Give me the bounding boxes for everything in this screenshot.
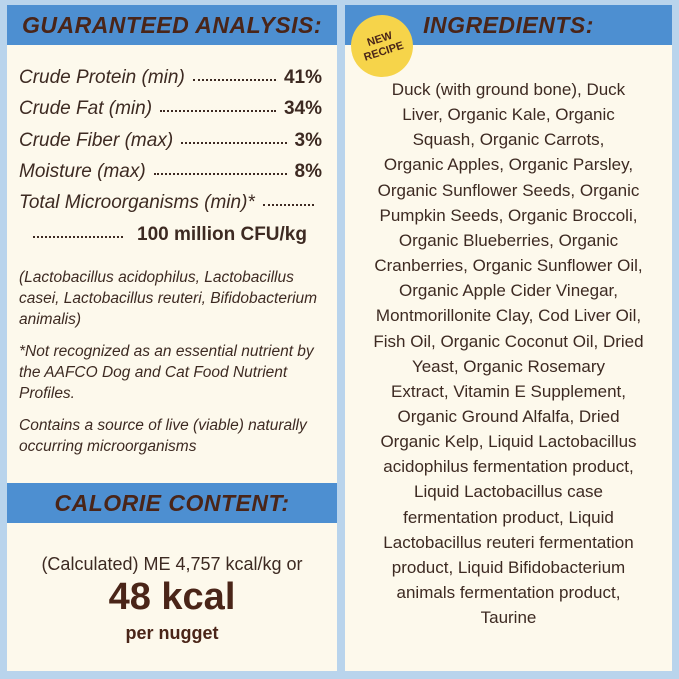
analysis-label: Crude Protein (min) <box>19 67 185 88</box>
ingredient-line: Organic Apples, Organic Parsley, <box>383 155 634 175</box>
note-line: the AAFCO Dog and Cat Food Nutrient <box>19 364 288 381</box>
calorie-header: CALORIE CONTENT: <box>7 483 337 523</box>
dot-leader <box>262 203 314 206</box>
ingredient-line: product, Liquid Bifidobacterium <box>391 557 626 577</box>
note-line: Profiles. <box>19 385 75 402</box>
analysis-header: GUARANTEED ANALYSIS: <box>7 5 337 45</box>
dot-leader <box>33 235 123 238</box>
analysis-label: Moisture (max) <box>19 160 146 182</box>
ingredient-line: Montmorillonite Clay, Cod Liver Oil, <box>375 306 642 326</box>
calorie-amount: 48 kcal <box>108 576 236 618</box>
ingredient-line: Lactobacillus reuteri fermentation <box>383 532 634 552</box>
analysis-panel: GUARANTEED ANALYSIS: CALORIE CONTENT: (C… <box>7 5 337 671</box>
ingredient-line: Organic Apple Cider Vinegar, <box>399 281 618 301</box>
analysis-row: Total Microorganisms (min)* <box>19 192 322 214</box>
ingredient-line: Duck (with ground bone), Duck <box>391 80 626 99</box>
ingredient-line: Organic Kelp, Liquid Lactobacillus <box>380 432 637 452</box>
analysis-label: Crude Fiber (max) <box>19 129 174 151</box>
dot-leader <box>160 109 276 113</box>
note-line: *Not recognized as an essential nutrient… <box>19 343 314 360</box>
analysis-row: Moisture (max) 8% <box>19 161 322 183</box>
ingredient-line: Squash, Organic Carrots, <box>412 130 605 150</box>
ingredient-line: acidophilus fermentation product, <box>383 457 634 477</box>
ingredient-line: Yeast, Organic Rosemary <box>411 356 606 376</box>
ingredient-line: Cranberries, Organic Sunflower Oil, <box>374 256 643 276</box>
analysis-value: 34% <box>283 98 322 120</box>
ingredient-line: Liquid Lactobacillus case <box>413 482 603 502</box>
analysis-label: Crude Fat (min) <box>19 98 153 120</box>
analysis-value: 8% <box>294 160 322 182</box>
ingredient-line: Liver, Organic Kale, Organic <box>402 105 615 125</box>
analysis-row: Crude Fiber (max) 3% <box>19 130 322 152</box>
analysis-value: 3% <box>294 129 322 151</box>
analysis-value: 100 million CFU/kg <box>137 224 307 245</box>
analysis-row: Crude Protein (min) 41% <box>19 67 322 89</box>
ingredient-line: Organic Sunflower Seeds, Organic <box>377 180 640 200</box>
analysis-row: Crude Fat (min) 34% <box>19 98 322 120</box>
calorie-unit: per nugget <box>125 623 219 643</box>
note-line: casei, Lactobacillus reuteri, Bifidobact… <box>19 290 318 307</box>
note-line: animalis) <box>19 311 82 328</box>
analysis-label: Total Microorganisms (min)* <box>19 192 255 213</box>
dot-leader <box>192 78 276 81</box>
ingredients-panel: INGREDIENTS: NEW RECIPE Duck (with groun… <box>342 5 672 671</box>
note-line: Contains a source of live (viable) natur… <box>19 417 307 434</box>
analysis-value: 41% <box>283 67 322 88</box>
ingredient-line: Organic Blueberries, Organic <box>398 230 619 250</box>
ingredient-line: fermentation product, Liquid <box>403 507 614 527</box>
calorie-calculated: (Calculated) ME 4,757 kcal/kg or <box>41 554 303 574</box>
analysis-row: 100 million CFU/kg <box>25 224 325 246</box>
note-line: (Lactobacillus acidophilus, Lactobacillu… <box>19 269 294 286</box>
dot-leader <box>153 172 287 175</box>
ingredient-line: Taurine <box>480 608 537 628</box>
dot-leader <box>181 141 287 144</box>
ingredient-line: animals fermentation product, <box>396 583 621 602</box>
ingredient-line: Extract, Vitamin E Supplement, <box>391 381 626 401</box>
note-line: occurring microorganisms <box>19 438 197 455</box>
ingredient-line: Organic Ground Alfalfa, Dried <box>397 406 620 426</box>
ingredient-line: Pumpkin Seeds, Organic Broccoli, <box>379 205 638 225</box>
ingredient-line: Fish Oil, Organic Coconut Oil, Dried <box>373 331 644 351</box>
